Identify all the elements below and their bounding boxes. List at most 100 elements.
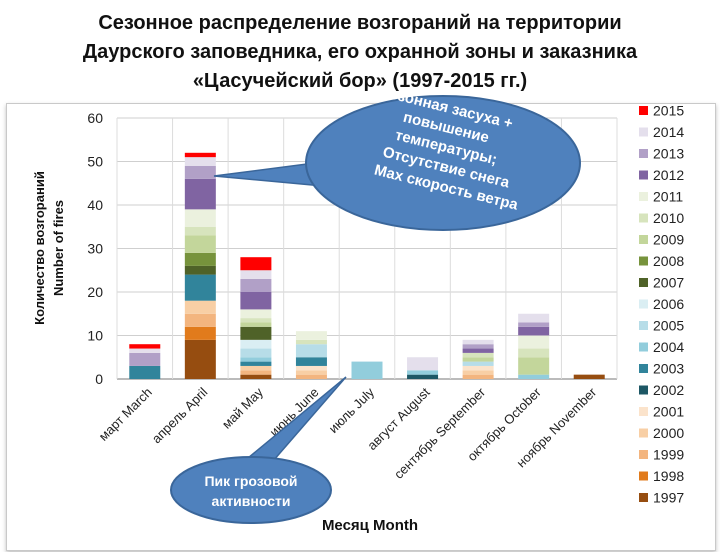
bar-segment [240, 257, 272, 271]
bar-segment [240, 278, 272, 292]
legend-label: 2013 [653, 146, 684, 162]
x-tick-label: март March [96, 385, 155, 444]
bar-segment [518, 357, 550, 375]
bar-segment [407, 370, 439, 375]
legend-label: 2001 [653, 404, 684, 420]
bar-segment [518, 313, 550, 323]
y-tick-label: 40 [87, 197, 103, 213]
y-axis-label: Number of fires [51, 200, 66, 296]
bar-segment [240, 339, 272, 349]
legend-label: 2006 [653, 296, 684, 312]
legend-swatch [639, 149, 648, 158]
legend-label: 2009 [653, 232, 684, 248]
legend-label: 2003 [653, 361, 684, 377]
y-tick-label: 60 [87, 110, 103, 126]
legend-label: 1999 [653, 447, 684, 463]
bar-segment [295, 357, 327, 366]
legend-swatch [639, 235, 648, 244]
legend-label: 2015 [653, 103, 684, 119]
bar-segment [184, 165, 216, 179]
bar-segment [240, 348, 272, 358]
bar-segment [184, 209, 216, 227]
bar-segment [240, 374, 272, 379]
bar-segment [462, 370, 494, 375]
legend-swatch [639, 192, 648, 201]
bar-segment [240, 292, 272, 310]
legend-label: 2004 [653, 339, 684, 355]
bar-segment [184, 326, 216, 340]
bar-segment [462, 352, 494, 358]
legend-label: 2007 [653, 275, 684, 291]
bar-segment [407, 374, 439, 379]
y-tick-label: 0 [95, 371, 103, 387]
legend-label: 2014 [653, 124, 684, 140]
y-axis-label: Количество возгораний [32, 171, 47, 325]
bar-segment [295, 365, 327, 371]
bar-segment [462, 357, 494, 362]
legend-swatch [639, 428, 648, 438]
drought-callout [305, 95, 581, 231]
bar-segment [184, 178, 216, 210]
legend-label: 2002 [653, 382, 684, 398]
bar-segment [184, 313, 216, 327]
chart-title-line-3: «Цасучейский бор» (1997-2015 гг.) [192, 70, 528, 92]
bar-segment [295, 344, 327, 358]
bar-segment [240, 318, 272, 323]
bar-segment [184, 157, 216, 166]
bar-segment [129, 352, 161, 366]
legend-swatch [639, 450, 648, 459]
thunder-callout-text: Пик грозовой [204, 473, 297, 489]
bar-segment [240, 361, 272, 366]
bar-segment [518, 348, 550, 358]
bar-segment [184, 226, 216, 236]
bar-segment [240, 326, 272, 340]
bar-segment [240, 370, 272, 375]
legend-swatch [639, 278, 648, 287]
legend-label: 2008 [653, 253, 684, 269]
bar-segment [462, 361, 494, 366]
legend-label: 2000 [653, 425, 684, 441]
bar-segment [240, 365, 272, 371]
legend-swatch [639, 407, 648, 416]
bar-segment [518, 326, 550, 336]
legend-label: 2011 [653, 189, 683, 205]
y-tick-label: 10 [87, 328, 103, 344]
bar-segment [184, 152, 216, 158]
x-tick-label: апрель April [149, 384, 211, 446]
legend-label: 2012 [653, 167, 684, 183]
thunder-callout [170, 456, 332, 524]
chart-title-line-1: Сезонное распределение возгораний на тер… [98, 12, 622, 34]
bar-segment [240, 309, 272, 319]
bar-segment [184, 265, 216, 275]
legend-swatch [639, 127, 648, 137]
bar-segment [184, 300, 216, 314]
bar-segment [240, 357, 272, 362]
bar-segment [184, 274, 216, 301]
bar-segment [295, 374, 327, 379]
bar-segment [462, 365, 494, 371]
bar-segment [295, 339, 327, 345]
legend-swatch [639, 364, 648, 373]
bar-segment [518, 322, 550, 327]
legend-swatch [639, 170, 648, 180]
x-axis-label: Месяц Month [322, 517, 418, 534]
x-tick-label: май May [219, 384, 266, 431]
legend-label: 1997 [653, 490, 684, 506]
legend-swatch [639, 321, 648, 330]
bar-segment [184, 339, 216, 379]
bar-segment [184, 252, 216, 266]
bar-segment [295, 370, 327, 375]
bar-segment [462, 339, 494, 345]
bar-segment [573, 374, 605, 379]
x-tick-label: сентябрь September [391, 384, 489, 482]
bar-segment [184, 235, 216, 253]
bar-segment [295, 331, 327, 340]
legend-swatch [639, 493, 648, 502]
bar-segment [518, 335, 550, 349]
bar-segment [462, 348, 494, 353]
bar-segment [351, 361, 383, 379]
y-tick-label: 30 [87, 241, 103, 257]
bar-segment [129, 348, 161, 353]
